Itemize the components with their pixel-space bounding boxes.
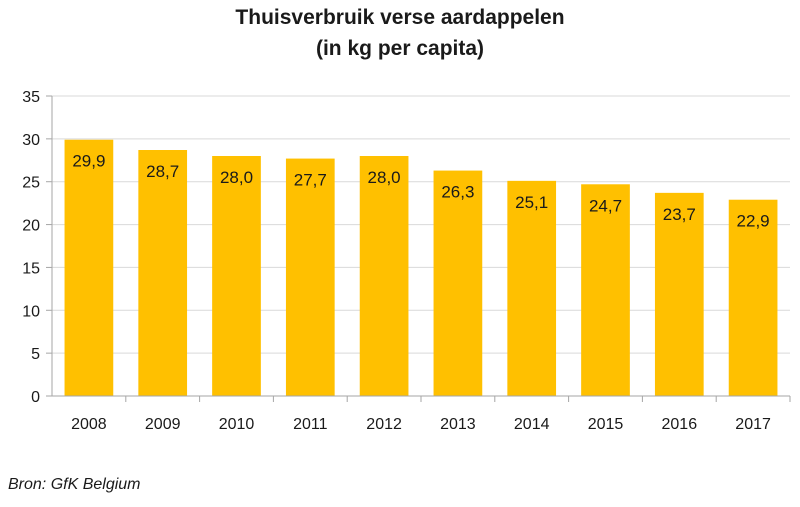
data-label-2016: 23,7 bbox=[663, 205, 696, 224]
bar-2012 bbox=[359, 156, 409, 396]
axes bbox=[46, 95, 791, 402]
chart-title-main: Thuisverbruik verse aardappelen bbox=[235, 6, 565, 29]
bar-2011 bbox=[285, 158, 335, 396]
bar-2013 bbox=[433, 170, 483, 396]
bar-2017 bbox=[728, 199, 778, 396]
data-label-2010: 28,0 bbox=[220, 168, 253, 187]
chart-subtitle: (in kg per capita) bbox=[315, 37, 485, 60]
data-label-2008: 29,9 bbox=[72, 152, 105, 171]
y-tick-label: 5 bbox=[31, 346, 40, 363]
bar-2008 bbox=[64, 139, 114, 396]
x-tick-label-2012: 2012 bbox=[366, 416, 402, 433]
data-label-2012: 28,0 bbox=[368, 168, 401, 187]
x-tick-label-2016: 2016 bbox=[662, 416, 698, 433]
data-label-2013: 26,3 bbox=[441, 183, 474, 202]
bar-2016 bbox=[654, 192, 704, 396]
bar-2009 bbox=[138, 150, 188, 396]
y-tick-label: 0 bbox=[31, 389, 40, 406]
data-label-2011: 27,7 bbox=[294, 171, 327, 190]
data-label-2017: 22,9 bbox=[737, 212, 770, 231]
source-note: Bron: GfK Belgium bbox=[8, 476, 141, 493]
y-tick-label: 10 bbox=[22, 303, 40, 320]
x-tick-label-2013: 2013 bbox=[440, 416, 476, 433]
x-tick-label-2015: 2015 bbox=[588, 416, 624, 433]
y-tick-label: 20 bbox=[22, 218, 40, 235]
x-tick-label-2011: 2011 bbox=[293, 416, 328, 433]
x-tick-label-2010: 2010 bbox=[219, 416, 255, 433]
y-tick-label: 15 bbox=[22, 260, 40, 277]
data-label-2015: 24,7 bbox=[589, 196, 622, 215]
bar-2014 bbox=[507, 180, 557, 396]
y-tick-label: 30 bbox=[22, 132, 40, 149]
labels: 0 5 10 15 20 25 30 35 29,9 2008 28,7 2009 28,0 2010 27… bbox=[22, 89, 771, 433]
bars bbox=[64, 139, 778, 396]
data-label-2014: 25,1 bbox=[515, 193, 548, 212]
chart-title: Thuisverbruik verse aardappelen (in kg p… bbox=[0, 2, 800, 64]
y-tick-label: 25 bbox=[22, 175, 40, 192]
x-tick-label-2009: 2009 bbox=[145, 416, 181, 433]
bar-2010 bbox=[212, 156, 261, 396]
x-tick-label-2014: 2014 bbox=[514, 416, 550, 433]
data-label-2009: 28,7 bbox=[146, 162, 179, 181]
bar-2015 bbox=[581, 184, 630, 396]
x-tick-label-2017: 2017 bbox=[735, 416, 771, 433]
x-tick-label-2008: 2008 bbox=[71, 416, 107, 433]
y-tick-label: 35 bbox=[22, 89, 40, 106]
